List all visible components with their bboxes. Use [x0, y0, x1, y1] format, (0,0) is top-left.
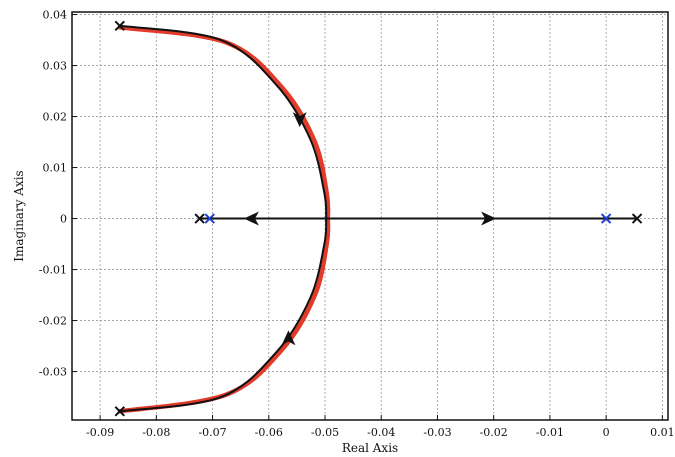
marker-stroke — [194, 213, 205, 224]
marker-stroke — [631, 213, 643, 224]
marker-stroke — [204, 213, 215, 224]
pole-marker — [204, 213, 215, 224]
x-tick-label: -0.07 — [198, 426, 226, 439]
pole-markers — [114, 20, 643, 417]
arrowhead — [292, 112, 307, 128]
pole-marker — [600, 213, 612, 224]
y-tick-label: 0.04 — [43, 9, 68, 22]
y-axis-label: Imaginary Axis — [12, 170, 26, 261]
x-tick-label: -0.05 — [311, 426, 339, 439]
arrowhead — [243, 211, 259, 226]
y-tick-label: -0.01 — [39, 264, 67, 277]
pole-marker — [114, 406, 125, 417]
x-tick-labels: -0.09 -0.08 -0.07 -0.06 -0.05 -0.04 -0.03 -0.02… — [86, 415, 675, 439]
x-tick-label: -0.08 — [142, 426, 170, 439]
x-tick-label: -0.03 — [423, 426, 451, 439]
marker-stroke — [114, 406, 125, 417]
pole-marker — [631, 213, 643, 224]
y-tick-label: 0 — [60, 213, 67, 226]
x-tick-label: -0.02 — [480, 426, 508, 439]
x-tick-label: 0 — [603, 426, 610, 439]
direction-arrow — [281, 330, 296, 346]
arrowhead — [481, 211, 497, 226]
x-axis-label: Real Axis — [342, 441, 398, 455]
y-tick-label: 0.01 — [43, 162, 68, 175]
locus-branches — [117, 24, 639, 414]
pole-marker — [114, 20, 125, 31]
y-tick-label: -0.03 — [39, 366, 67, 379]
pole-marker — [194, 213, 205, 224]
direction-arrow — [481, 211, 497, 226]
y-tick-label: -0.02 — [39, 315, 67, 328]
plot-frame — [71, 11, 669, 421]
marker-stroke — [114, 20, 125, 31]
direction-arrow — [292, 112, 307, 128]
direction-arrow — [243, 211, 259, 226]
grid — [72, 12, 668, 420]
y-tick-label: 0.03 — [43, 60, 68, 73]
marker-stroke — [600, 213, 612, 224]
x-tick-label: 0.01 — [650, 426, 675, 439]
y-tick-labels: -0.03 -0.02 -0.01 0 0.01 0.02 0.03 0.04 — [39, 9, 77, 379]
x-tick-label: -0.09 — [86, 426, 114, 439]
x-tick-label: -0.06 — [255, 426, 283, 439]
arrowhead — [281, 330, 296, 346]
x-tick-label: -0.01 — [536, 426, 564, 439]
y-tick-label: 0.02 — [43, 111, 68, 124]
direction-arrows — [243, 112, 497, 346]
x-tick-label: -0.04 — [367, 426, 395, 439]
